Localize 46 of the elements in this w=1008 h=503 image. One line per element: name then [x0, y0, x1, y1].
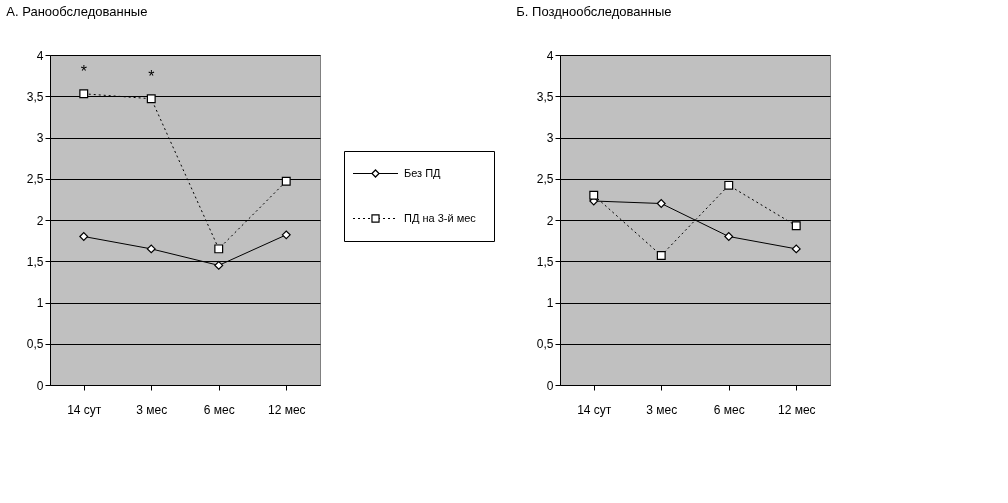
y-tick-label: 3 [546, 131, 554, 145]
y-tick-label: 2,5 [536, 172, 554, 187]
x-tick-label: 14 сут [577, 402, 612, 417]
point [281, 230, 291, 240]
y-tick-label: 1,5 [536, 254, 554, 269]
point [79, 232, 89, 241]
x-tick-label: 3 мес [136, 402, 168, 417]
chart-title: А. Ранообследованные [6, 4, 148, 19]
y-tick-label: 4 [546, 48, 554, 63]
y-tick-label: 1 [546, 296, 554, 310]
x-tick-label: 6 мес [203, 402, 235, 417]
y-tick-label: 0 [546, 378, 554, 393]
y-tick-label: 2 [546, 213, 554, 228]
x-tick-label: 14 сут [67, 402, 102, 417]
legend-label: Без ПД [404, 166, 442, 179]
y-tick-label: 0,5 [26, 337, 44, 352]
y-tick-label: 3,5 [536, 89, 554, 104]
y-tick-label: 0 [36, 378, 44, 393]
y-tick-label: 1 [36, 296, 44, 310]
chart-title: Б. Позднообследованные [516, 4, 672, 19]
point [281, 176, 291, 186]
x-tick-label: 12 мес [777, 402, 816, 417]
x-tick-label: 3 мес [646, 402, 678, 417]
y-tick-label: 1,5 [26, 254, 44, 269]
annotation: * [148, 67, 155, 85]
y-tick-label: 2 [36, 213, 44, 228]
point [214, 244, 224, 254]
annotation: * [80, 62, 87, 80]
y-tick-label: 4 [36, 48, 44, 63]
y-tick-label: 0,5 [536, 337, 554, 352]
point [791, 221, 801, 231]
x-tick-label: 6 мес [713, 402, 745, 417]
point [791, 244, 801, 254]
point [146, 244, 156, 254]
point [724, 232, 734, 241]
point [724, 180, 734, 190]
y-tick-label: 3 [36, 131, 44, 145]
point [656, 199, 666, 208]
point [146, 94, 156, 104]
y-tick-label: 3,5 [26, 89, 44, 104]
point [589, 190, 599, 200]
legend-label: ПД на 3-й мес [404, 211, 477, 224]
x-tick-label: 12 мес [267, 402, 306, 417]
y-tick-label: 2,5 [26, 172, 44, 187]
point [79, 89, 89, 99]
point [656, 251, 666, 260]
